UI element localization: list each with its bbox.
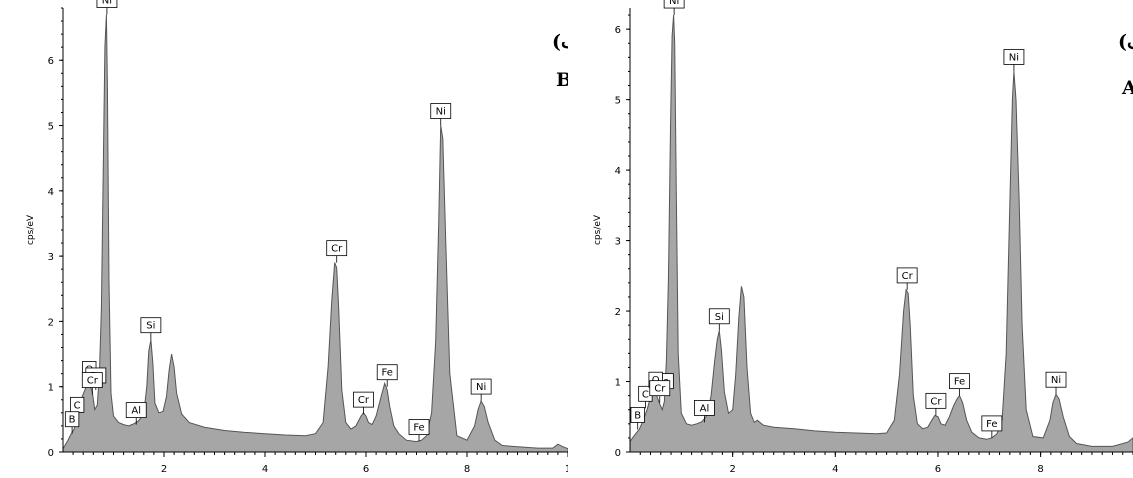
peak-label-box — [708, 308, 730, 325]
y-tick-label: 0 — [615, 448, 621, 459]
y-tick-label: 1 — [615, 378, 621, 389]
peak-label-box — [125, 402, 147, 418]
peak-label-ni: Ni — [102, 0, 112, 7]
peak-label-ni: Ni — [669, 0, 679, 7]
y-tick-label: 4 — [615, 166, 621, 177]
x-tick-label: 2 — [161, 464, 167, 475]
y-axis-title: cps/eV — [593, 214, 603, 245]
peak-label-box — [896, 267, 918, 284]
y-tick-label: 3 — [48, 252, 54, 263]
peak-label-box — [663, 0, 685, 9]
peak-label-si: Si — [146, 321, 155, 332]
x-tick-label: 4 — [262, 464, 268, 475]
peak-label-fe: Fe — [986, 419, 997, 430]
panel-subtitle: ناحیه B — [556, 69, 568, 91]
peak-label-box — [925, 392, 947, 409]
x-tick-label: 6 — [363, 464, 369, 475]
y-tick-label: 5 — [615, 96, 621, 107]
y-tick-label: 3 — [615, 237, 621, 248]
peak-label-box — [1045, 371, 1067, 388]
peak-label-box — [430, 103, 452, 119]
y-tick-label: 6 — [615, 25, 621, 36]
peak-label-fe: Fe — [413, 423, 424, 434]
peak-label-box — [140, 317, 162, 334]
peak-label-box — [408, 419, 430, 435]
peak-label-cr: Cr — [358, 395, 370, 406]
panel-subtitle: پیکان A — [1121, 77, 1133, 99]
eds-spectrum-panel-a: 01234562468cps/eVNiNiCrSiCFeOCrFeNiCrAlF… — [571, 0, 1133, 478]
y-tick-label: 0 — [48, 448, 54, 459]
peak-label-cr: Cr — [930, 396, 942, 407]
y-tick-label: 2 — [615, 307, 621, 318]
peak-label-ni: Ni — [476, 382, 486, 393]
eds-spectrum-chart-b: 012345624681cps/eVNiNiCrSiOFeCCrFeNiCrAl… — [26, 0, 568, 475]
spectrum-area — [62, 14, 568, 453]
spectrum-area — [629, 14, 1133, 453]
peak-label-box — [981, 415, 1003, 432]
peak-label-box — [470, 378, 492, 395]
peak-label-si: Si — [715, 312, 724, 323]
peak-label-box — [949, 373, 970, 390]
y-tick-label: 2 — [48, 317, 54, 328]
y-axis-title: cps/eV — [26, 214, 36, 245]
peak-label-c: C — [74, 400, 81, 411]
peak-label-b: B — [634, 410, 641, 421]
peak-label-box — [1003, 49, 1025, 65]
peak-label-ni: Ni — [1051, 375, 1061, 386]
peak-label-ni: Ni — [1009, 52, 1019, 63]
peak-label-cr: Cr — [654, 384, 666, 395]
peak-label-fe: Fe — [954, 377, 965, 388]
x-tick-label: 8 — [1037, 464, 1043, 475]
peak-label-box — [353, 391, 374, 408]
y-tick-label: 6 — [48, 56, 54, 67]
x-tick-label: 1 — [565, 464, 568, 475]
peak-label-box — [376, 364, 398, 381]
peak-label-box — [630, 407, 645, 423]
eds-spectrum-chart-a: 01234562468cps/eVNiNiCrSiCFeOCrFeNiCrAlF… — [593, 0, 1133, 475]
peak-label-b: B — [69, 415, 76, 426]
peak-label-ni: Ni — [436, 107, 446, 118]
peak-label-al: Al — [131, 406, 141, 417]
panel-title: (ب) — [552, 31, 568, 53]
y-tick-label: 1 — [48, 383, 54, 394]
y-tick-label: 4 — [48, 187, 54, 198]
panel-title: (الف) — [1118, 31, 1133, 53]
peak-label-box — [649, 380, 671, 397]
peak-label-box — [81, 372, 103, 388]
x-tick-label: 6 — [935, 464, 941, 475]
peak-label-box — [64, 411, 80, 428]
peak-label-fe: Fe — [382, 368, 393, 379]
y-tick-label: 5 — [48, 122, 54, 133]
x-tick-label: 2 — [729, 464, 735, 475]
peak-label-cr: Cr — [87, 376, 99, 387]
peak-label-cr: Cr — [902, 271, 914, 282]
peak-label-box — [694, 399, 715, 416]
x-tick-label: 8 — [464, 464, 470, 475]
peak-label-box — [96, 0, 118, 8]
peak-label-cr: Cr — [331, 244, 343, 255]
peak-label-al: Al — [700, 403, 710, 414]
eds-spectrum-panel-b: 012345624681cps/eVNiNiCrSiOFeCCrFeNiCrAl… — [26, 0, 568, 475]
peak-label-c: C — [642, 389, 649, 400]
x-tick-label: 4 — [832, 464, 838, 475]
peak-label-box — [326, 240, 348, 257]
